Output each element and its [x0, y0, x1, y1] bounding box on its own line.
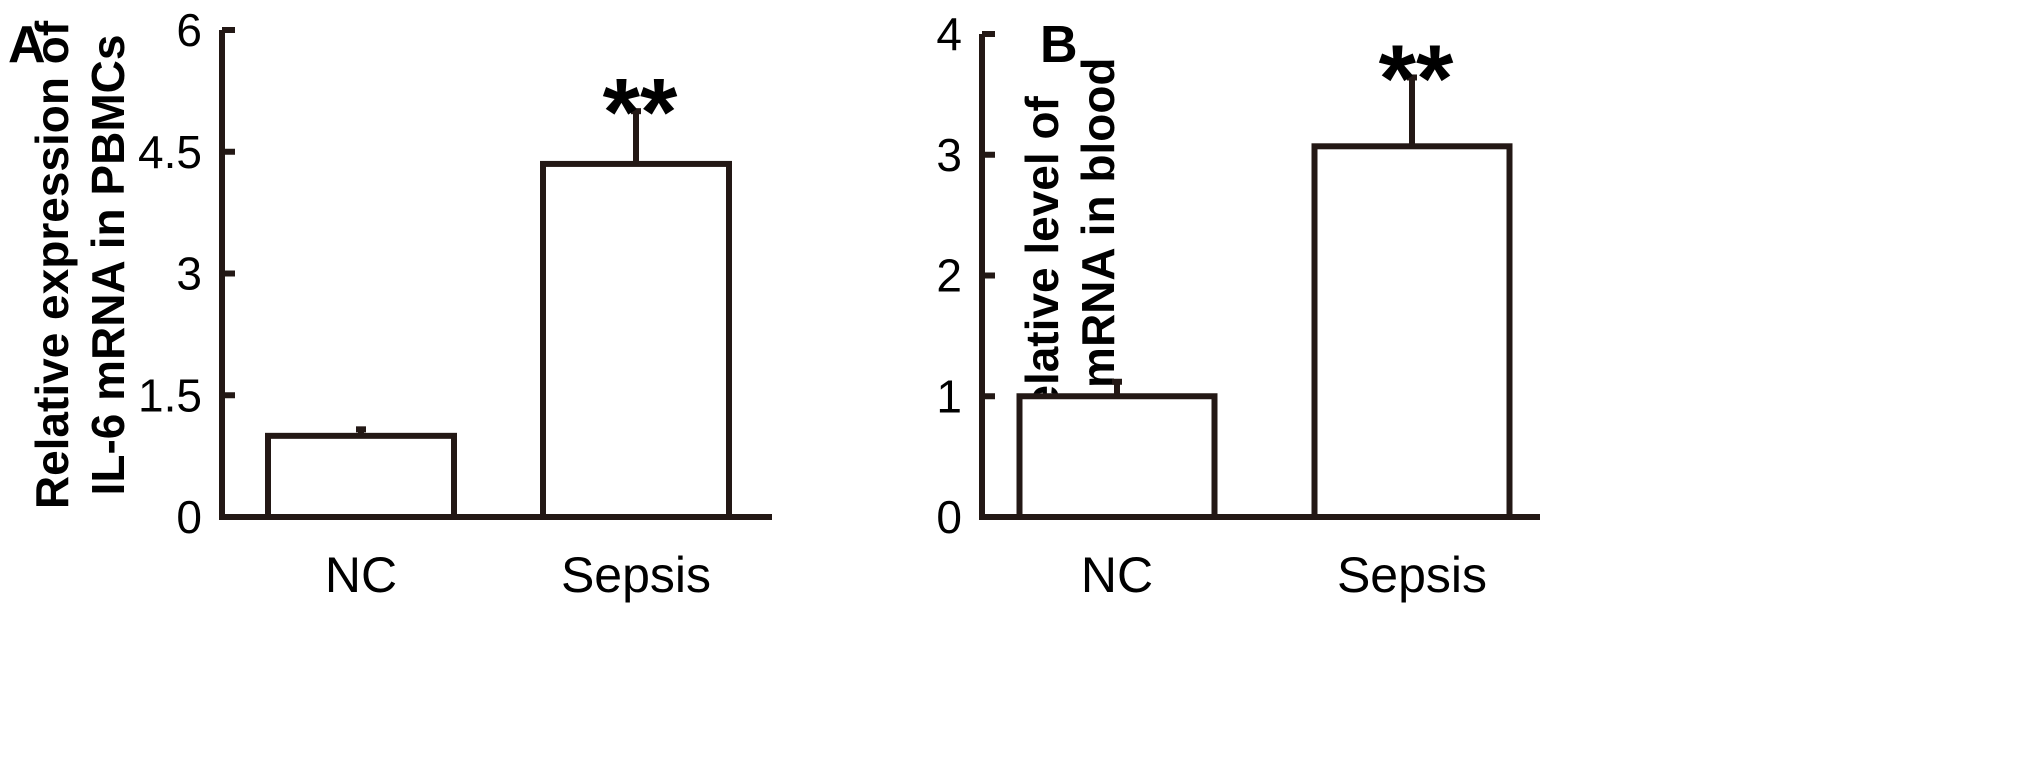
panel-b-bar-nc — [1016, 393, 1218, 520]
panel-a-label: A — [8, 16, 46, 74]
panel-a-y-tick-label: 4.5 — [138, 126, 202, 178]
panel-a-y-axis-title: Relative expression of IL-6 mRNA in PBMC… — [26, 20, 134, 509]
panel-a-bar-nc — [265, 432, 457, 521]
panel-a-ylabel-line1: Relative expression of — [26, 20, 78, 509]
panel-a-y-tick-label: 3 — [176, 248, 202, 300]
panel-b-significance-marker: ** — [1379, 25, 1454, 132]
panel-a-y-tick-label: 0 — [176, 491, 202, 543]
panel-b-x-tick-label-nc: NC — [1081, 547, 1153, 603]
panel-a-y-tick-label: 1.5 — [138, 369, 202, 421]
panel-a-ylabel-line2: IL-6 mRNA in PBMCs — [82, 35, 134, 496]
panel-a-x-tick-label-sepsis: Sepsis — [561, 547, 711, 603]
panel-b-y-tick-label: 2 — [936, 250, 962, 302]
panel-a-significance-marker: ** — [603, 59, 678, 166]
panel-a-chart: A Relative expression of IL-6 mRNA in PB… — [8, 4, 772, 603]
panel-a-y-tick-label: 6 — [176, 4, 202, 56]
panel-b-y-tick-label: 0 — [936, 491, 962, 543]
panel-b-y-tick-label: 4 — [936, 8, 962, 60]
panel-b-x-tick-label-sepsis: Sepsis — [1337, 547, 1487, 603]
panel-a-x-tick-label-nc: NC — [325, 547, 397, 603]
panel-b-y-tick-label: 1 — [936, 370, 962, 422]
panel-b-bar-sepsis — [1311, 143, 1513, 521]
panel-a-bar-sepsis — [540, 160, 732, 521]
panel-b-ylabel-line1: Relative level of — [1016, 95, 1068, 443]
panel-b-chart: B Relative level of IL-6 mRNA in blood N… — [936, 8, 1540, 603]
panel-b-y-tick-label: 3 — [936, 129, 962, 181]
panel-b-label: B — [1040, 16, 1078, 74]
